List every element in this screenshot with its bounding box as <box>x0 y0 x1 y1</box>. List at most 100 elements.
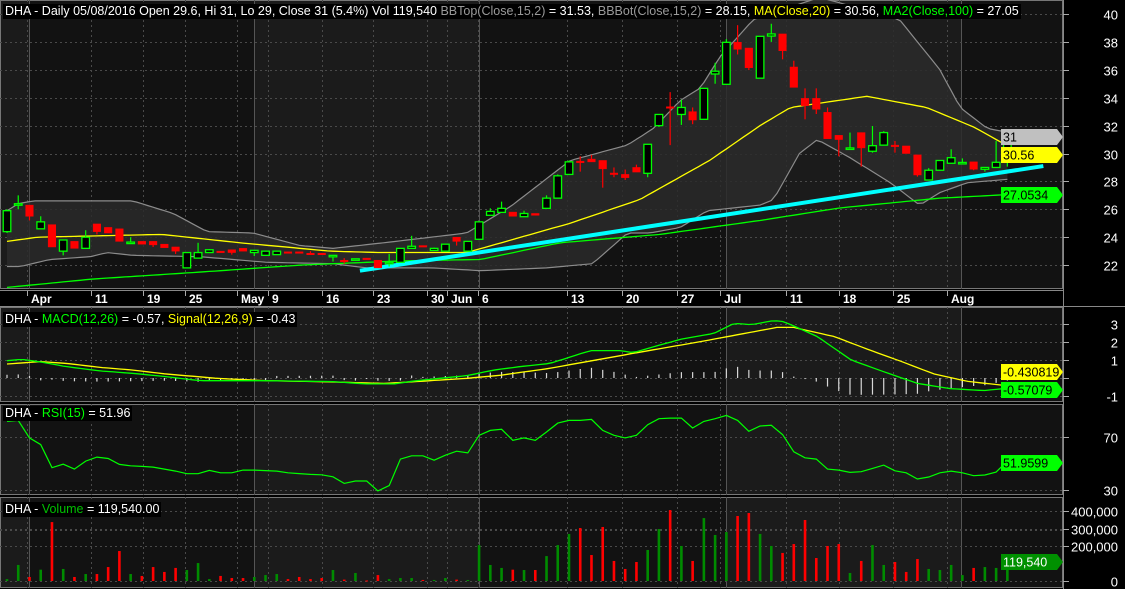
candle-body <box>328 254 338 258</box>
volume-bar <box>725 532 728 581</box>
candle <box>261 250 270 256</box>
candle-body <box>980 166 990 170</box>
candle-body <box>2 210 12 233</box>
macd-axis-label: 1 <box>1111 354 1118 369</box>
candle <box>766 23 776 42</box>
candle <box>474 221 484 240</box>
price-header-summary: DHA - Daily 05/08/2016 Open 29.6, Hi 31,… <box>5 4 441 18</box>
signal-badge-shape <box>1001 364 1063 380</box>
candle-body <box>395 247 405 263</box>
candle-body <box>755 35 765 79</box>
price-panel-header: DHA - Daily 05/08/2016 Open 29.6, Hi 31,… <box>3 4 1021 19</box>
candle <box>407 235 417 250</box>
last-price-badge-text: 31 <box>1003 131 1017 145</box>
candle-body <box>508 211 517 217</box>
volume-bar <box>28 576 31 581</box>
volume-bar <box>747 513 751 581</box>
candle-body <box>710 70 720 75</box>
volume-bar <box>848 572 852 581</box>
date-tick-label: Jun <box>451 292 472 306</box>
price-axis-label: 40 <box>1104 8 1118 23</box>
date-tick-label: 6 <box>482 292 489 306</box>
candle <box>36 216 46 230</box>
candle <box>890 140 900 153</box>
volume-bar <box>657 529 661 581</box>
ma100-badge-text: 27.0534 <box>1003 189 1048 203</box>
candle <box>913 154 922 177</box>
candle <box>654 113 664 127</box>
volume-bar <box>39 569 43 581</box>
volume-bar <box>196 563 200 581</box>
ma100-line <box>6 194 1008 289</box>
candle <box>47 224 57 248</box>
rsi-header-prefix: DHA - <box>5 406 42 420</box>
candle-body <box>13 203 23 206</box>
signal-badge: -0.430819 <box>1001 364 1063 380</box>
volume-axis-label: 300,000 <box>1071 523 1118 538</box>
candle-body <box>497 207 507 214</box>
candle <box>946 149 956 164</box>
candle <box>485 208 495 216</box>
volume-header-prefix: DHA - <box>5 502 42 516</box>
candle-body <box>92 223 101 232</box>
candle <box>328 254 338 262</box>
volume-badge-text: 119,540 <box>1003 556 1047 570</box>
volume-bar <box>432 579 436 581</box>
volume-bar <box>73 576 76 581</box>
signal-label: Signal(12,26,9) <box>167 312 253 326</box>
price-axis-label: 34 <box>1104 92 1118 107</box>
date-tick-label: May <box>241 292 265 306</box>
candle <box>160 243 169 248</box>
macd-axis-label: 3 <box>1111 318 1118 333</box>
candle <box>710 62 720 84</box>
candle <box>149 241 158 247</box>
volume-bar <box>174 567 177 581</box>
price-axis-label: 22 <box>1104 259 1118 274</box>
volume-bar <box>230 578 234 581</box>
candle-body <box>429 247 439 252</box>
ma20-badge-shape <box>1001 147 1063 163</box>
candle-body <box>384 261 394 265</box>
volume-bar <box>893 562 897 581</box>
price-axis-label: 28 <box>1104 175 1118 190</box>
candle-body <box>902 145 911 154</box>
candle-body <box>440 243 450 252</box>
volume-badge: 119,540 <box>1001 554 1063 570</box>
macd-badge-shape <box>1001 382 1063 398</box>
volume-bar <box>792 544 796 581</box>
candle <box>58 239 68 256</box>
candle <box>70 241 79 249</box>
ma20-line <box>6 95 1008 254</box>
rsi-badge-text: 51.9599 <box>1003 457 1048 471</box>
candle <box>295 251 304 254</box>
macd-header-prefix: DHA - <box>5 312 42 326</box>
ma100-badge: 27.0534 <box>1001 187 1063 203</box>
candle <box>576 156 585 172</box>
rsi-month-shade <box>961 404 1063 495</box>
candle <box>104 227 113 234</box>
vol-month-shade <box>961 497 1063 588</box>
candle-body <box>632 167 641 173</box>
candle-body <box>81 236 91 250</box>
volume-bar <box>1006 560 1009 581</box>
macd-axis-label: -1 <box>1106 390 1118 405</box>
candle-body <box>587 158 596 163</box>
price-panel-border <box>0 0 1063 289</box>
volume-bar <box>421 579 425 581</box>
macd-label: MACD(12,26) <box>41 312 119 326</box>
candle-body <box>407 245 417 250</box>
candle-body <box>204 249 214 254</box>
volume-bar <box>129 574 132 581</box>
candle-body <box>935 159 945 171</box>
candle <box>216 250 225 253</box>
candle-body <box>890 144 900 147</box>
volume-bar <box>702 518 706 581</box>
macd-axis-label: 2 <box>1111 336 1118 351</box>
candle-body <box>598 160 607 170</box>
candle-body <box>868 145 877 152</box>
volume-bar <box>365 580 368 582</box>
candle <box>249 249 259 257</box>
volume-bar <box>241 578 245 581</box>
candle <box>497 201 507 214</box>
volume-plot <box>5 510 1009 582</box>
